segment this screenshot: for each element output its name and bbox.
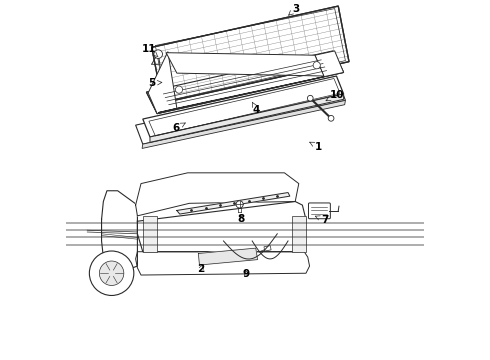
Polygon shape (177, 193, 290, 214)
Bar (292, 216, 306, 252)
Polygon shape (137, 202, 306, 252)
Circle shape (236, 201, 243, 208)
Circle shape (154, 50, 163, 58)
Text: 5: 5 (148, 78, 162, 88)
Circle shape (307, 95, 313, 101)
Polygon shape (136, 81, 345, 144)
Text: 9: 9 (243, 269, 250, 279)
Polygon shape (158, 77, 324, 113)
Text: 2: 2 (197, 264, 205, 274)
Text: 4: 4 (252, 102, 260, 115)
Polygon shape (142, 100, 345, 148)
Polygon shape (152, 6, 349, 103)
Circle shape (313, 62, 320, 69)
Bar (264, 246, 271, 251)
Circle shape (89, 251, 134, 296)
Polygon shape (148, 51, 177, 114)
FancyBboxPatch shape (309, 203, 330, 219)
Polygon shape (166, 53, 324, 76)
Polygon shape (143, 76, 343, 137)
Polygon shape (198, 248, 258, 265)
Circle shape (99, 261, 124, 285)
Text: 3: 3 (289, 4, 299, 15)
Text: 10: 10 (326, 90, 345, 101)
Text: 6: 6 (172, 123, 185, 133)
Circle shape (175, 86, 183, 93)
Circle shape (328, 116, 334, 121)
Text: 7: 7 (315, 215, 329, 225)
Polygon shape (101, 191, 137, 273)
Text: 8: 8 (238, 214, 245, 224)
Polygon shape (315, 51, 343, 77)
Text: 11: 11 (142, 44, 158, 57)
Bar (143, 216, 157, 252)
Polygon shape (136, 173, 299, 216)
Polygon shape (150, 94, 343, 142)
Polygon shape (147, 51, 343, 114)
Text: 1: 1 (310, 142, 322, 152)
Polygon shape (136, 252, 310, 275)
